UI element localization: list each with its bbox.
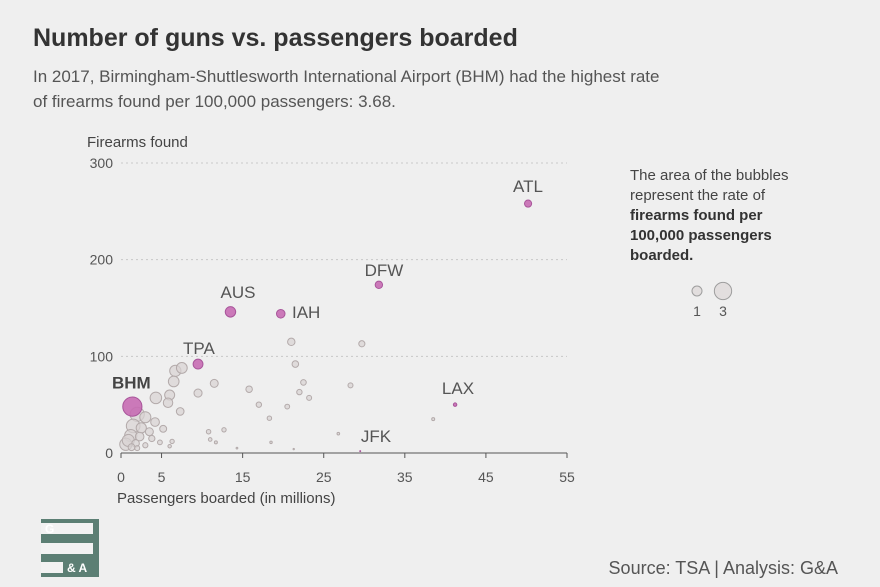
x-axis-title: Passengers boarded (in millions) [117, 490, 335, 507]
bubble-other-airport [235, 446, 239, 450]
bubble-other-airport [209, 378, 219, 388]
bubble-other-airport [213, 440, 218, 445]
bubble-lax [452, 402, 458, 407]
label-bhm: BHM [112, 374, 151, 393]
label-iah: IAH [292, 303, 320, 322]
x-tick-label: 0 [117, 469, 125, 485]
bubble-other-airport [193, 388, 203, 398]
legend-text-bold: firearms found per 100,000 passengers bo… [630, 207, 772, 264]
bubble-other-airport [266, 415, 273, 421]
chart-title: Number of guns vs. passengers boarded [33, 24, 518, 52]
bubbles [119, 199, 533, 453]
bubble-aus [224, 306, 237, 318]
ga-logo: G & A [41, 519, 99, 577]
bubble-other-airport [159, 424, 168, 433]
x-tick-label: 55 [559, 469, 575, 485]
bubble-other-airport [205, 428, 212, 435]
y-tick-label: 200 [90, 252, 114, 268]
x-tick-label: 45 [478, 469, 494, 485]
label-aus: AUS [221, 283, 256, 302]
legend-value-3: 3 [719, 303, 727, 319]
bubble-other-airport [139, 411, 152, 424]
label-lax: LAX [442, 379, 474, 398]
logo-letter-g: G [45, 522, 55, 536]
bubble-other-airport [358, 340, 366, 348]
bubble-atl [524, 199, 533, 208]
label-dfw: DFW [365, 261, 404, 280]
bubble-iah [275, 309, 286, 319]
bubble-other-airport [296, 388, 303, 396]
bubble-other-airport [134, 445, 141, 452]
logo-bar-top [41, 523, 93, 534]
bubble-other-airport [269, 440, 273, 445]
chart-subtitle: In 2017, Birmingham-Shuttlesworth Intern… [33, 67, 660, 111]
bubble-other-airport [142, 442, 149, 449]
gridlines [121, 162, 567, 454]
airport-labels: ATL DFW AUS IAH TPA BHM LAX JFK [112, 177, 543, 446]
bubble-other-airport [167, 375, 180, 388]
bubble-dfw [374, 280, 384, 290]
label-jfk: JFK [361, 427, 392, 446]
bubble-other-airport [306, 394, 313, 401]
x-tick-label: 35 [397, 469, 413, 485]
bubble-other-airport [245, 385, 253, 393]
y-tick-label: 300 [90, 155, 114, 171]
bubble-other-airport [336, 431, 341, 436]
label-tpa: TPA [183, 339, 215, 358]
bubble-other-airport [221, 427, 227, 433]
bubble-other-airport [431, 417, 436, 422]
legend-value-1: 1 [693, 303, 701, 319]
bubble-other-airport [284, 403, 291, 410]
bubble-other-airport [207, 437, 213, 442]
bubble-other-airport [144, 427, 154, 437]
logo-bar-bottom [41, 562, 63, 573]
legend-text-plain: The area of the bubbles represent the ra… [630, 167, 789, 204]
x-tick-label: 25 [316, 469, 332, 485]
x-tick-label: 5 [158, 469, 166, 485]
bubble-other-airport [157, 439, 163, 446]
bubble-other-airport [255, 401, 263, 408]
bubble-other-airport [300, 379, 307, 386]
bubble-other-airport [134, 431, 145, 442]
logo-letters-ga: & A [67, 561, 88, 575]
bubble-other-airport [162, 397, 174, 408]
bubble-other-airport [127, 443, 136, 452]
legend-bubble-3 [713, 281, 733, 301]
bubble-other-airport [175, 407, 185, 416]
y-axis-title: Firearms found [87, 134, 188, 151]
bubble-other-airport [135, 422, 147, 434]
logo-bar-middle [41, 543, 93, 554]
y-tick-label: 100 [90, 348, 114, 364]
y-tick-label: 0 [105, 445, 113, 461]
axes: 0 100 200 300 0 5 15 25 35 45 55 Firearms found Pass… [87, 134, 575, 507]
bubble-other-airport [148, 434, 156, 443]
bubble-other-airport [175, 362, 188, 374]
bubble-other-airport [150, 417, 160, 427]
bubble-bhm [122, 396, 143, 417]
bubble-other-airport [169, 438, 175, 445]
source-credit: Source: TSA | Analysis: G&A [608, 558, 838, 578]
bubble-jfk [359, 450, 362, 453]
bubble-tpa [192, 358, 204, 370]
bubble-other-airport [287, 337, 296, 347]
bubble-other-airport [347, 382, 354, 389]
bubble-other-airport [167, 444, 172, 449]
x-tick-label: 15 [235, 469, 251, 485]
bubble-other-airport [291, 360, 300, 368]
legend-description: The area of the bubbles represent the ra… [630, 166, 820, 266]
legend-bubble-1 [691, 285, 703, 297]
bubble-other-airport [149, 391, 163, 405]
bubble-other-airport [292, 447, 295, 451]
label-atl: ATL [513, 177, 543, 196]
